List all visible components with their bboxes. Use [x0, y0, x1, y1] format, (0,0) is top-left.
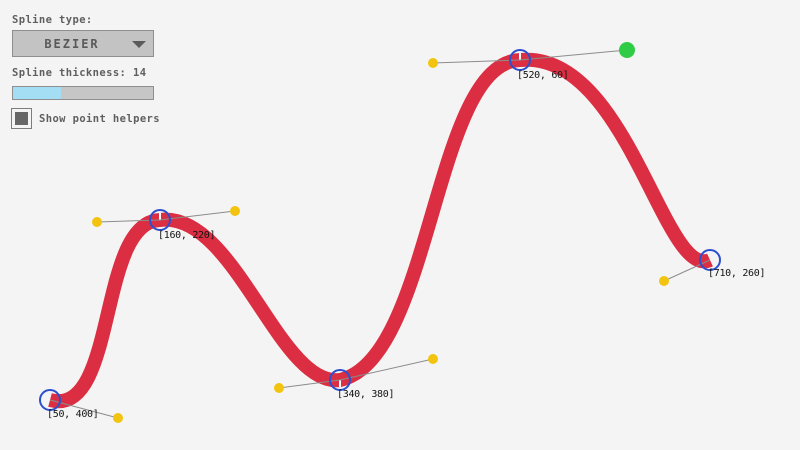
spline-thickness-label: Spline thickness: 14	[12, 67, 147, 79]
show-helpers-label: Show point helpers	[39, 112, 160, 125]
chevron-down-icon	[132, 41, 146, 48]
spline-curve	[48, 52, 713, 409]
point-coordinate-label: [340, 380]	[337, 389, 394, 400]
spline-type-label: Spline type:	[12, 14, 93, 26]
handle-point[interactable]	[659, 276, 669, 286]
handle-line	[339, 358, 434, 381]
show-helpers-checkbox[interactable]	[11, 108, 32, 129]
point-coordinate-label: [710, 260]	[708, 268, 765, 279]
point-coordinate-label: [520, 60]	[517, 70, 569, 81]
thickness-slider-fill	[13, 87, 61, 99]
handle-point[interactable]	[92, 217, 102, 227]
handle-point[interactable]	[274, 383, 284, 393]
handle-point[interactable]	[428, 354, 438, 364]
point-coordinate-label: [50, 400]	[47, 409, 99, 420]
control-point-ring[interactable]	[509, 49, 531, 71]
handle-point[interactable]	[428, 58, 438, 68]
thickness-slider[interactable]	[12, 86, 154, 100]
checkbox-checkmark	[15, 112, 28, 125]
handle-line	[663, 259, 711, 282]
control-point-ring[interactable]	[149, 209, 171, 231]
spline-type-dropdown[interactable]: BEZIER	[12, 30, 154, 57]
handle-line	[519, 49, 628, 61]
handle-line	[432, 59, 521, 64]
control-point-ring[interactable]	[39, 389, 61, 411]
show-helpers-row: Show point helpers	[11, 108, 160, 129]
handle-line	[159, 210, 236, 221]
handle-point[interactable]	[113, 413, 123, 423]
handle-line	[49, 399, 119, 419]
control-point-ring[interactable]	[699, 249, 721, 271]
control-point-ring[interactable]	[329, 369, 351, 391]
handle-point[interactable]	[230, 206, 240, 216]
spline-type-value: BEZIER	[44, 36, 100, 51]
point-coordinate-label: [160, 220]	[158, 230, 215, 241]
handle-point-active[interactable]	[619, 42, 635, 58]
